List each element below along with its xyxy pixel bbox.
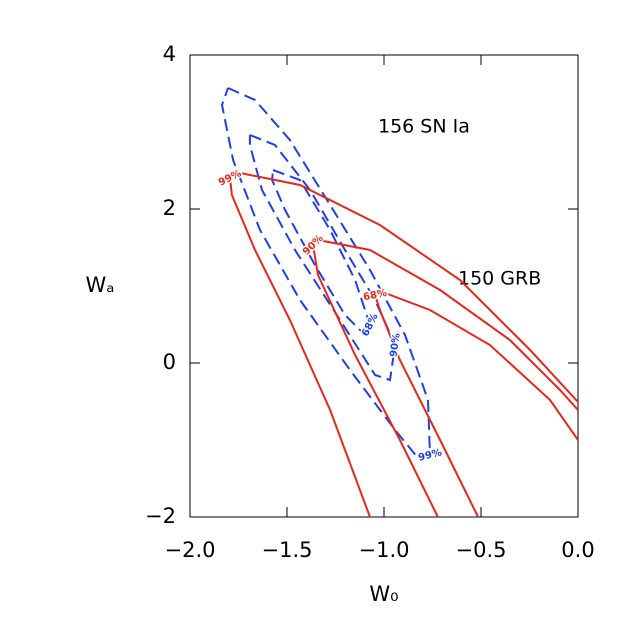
x-tick-label: −1.0 (359, 538, 410, 562)
x-tick-label: −0.5 (456, 538, 507, 562)
y-tick-label: −2 (145, 504, 176, 528)
x-tick-label: −2.0 (165, 538, 216, 562)
contour-label: 90% (388, 332, 402, 357)
x-axis-label: W₀ (369, 582, 398, 606)
series-annotation: 150 GRB (458, 268, 541, 290)
contour-line (220, 87, 432, 460)
contour-line (248, 134, 397, 382)
x-tick-label: −1.5 (262, 538, 313, 562)
contour-label: 90% (301, 233, 326, 258)
y-tick-label: 0 (163, 350, 176, 374)
series-annotation: 156 SN Ia (378, 116, 470, 138)
contour-line (228, 171, 578, 517)
contour-label: 68% (360, 312, 381, 338)
contour-line (373, 291, 578, 517)
contour-line (271, 169, 372, 337)
plot-area (220, 87, 578, 517)
y-tick-label: 2 (163, 196, 176, 220)
contour-label: 99% (417, 447, 443, 463)
contour-label: 68% (362, 288, 388, 304)
y-axis-label: Wₐ (86, 273, 115, 297)
contour-line (311, 238, 578, 517)
y-tick-label: 4 (163, 42, 176, 66)
x-tick-label: 0.0 (561, 538, 594, 562)
